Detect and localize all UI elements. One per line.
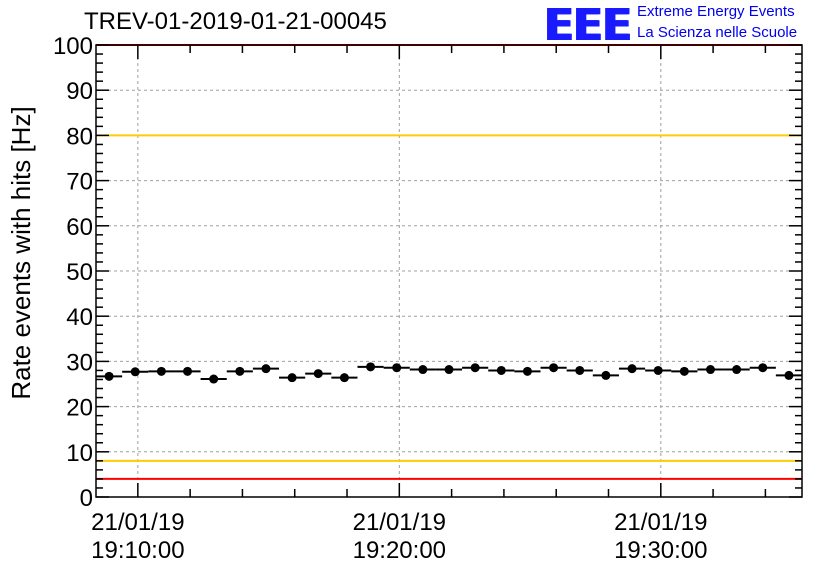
data-point xyxy=(627,364,637,374)
eee-logo: EEE xyxy=(544,0,632,51)
x-tick-time-label: 19:10:00 xyxy=(91,537,184,564)
data-point xyxy=(418,365,428,375)
y-tick-label: 10 xyxy=(66,440,93,467)
data-point xyxy=(496,365,506,375)
data-point xyxy=(705,365,715,375)
data-point xyxy=(784,370,794,380)
logo-subtitle-2: La Scienza nelle Scuole xyxy=(637,24,798,41)
chart-title: TREV-01-2019-01-21-00045 xyxy=(84,8,387,35)
x-tick-date-label: 21/01/19 xyxy=(91,509,184,536)
x-tick-time-label: 19:30:00 xyxy=(614,537,707,564)
data-point xyxy=(287,373,297,383)
x-tick-date-label: 21/01/19 xyxy=(353,509,446,536)
y-tick-label: 30 xyxy=(66,349,93,376)
data-point xyxy=(732,365,742,375)
data-point xyxy=(392,363,402,373)
data-point xyxy=(470,363,480,373)
data-point xyxy=(339,373,349,383)
logo-subtitle-1: Extreme Energy Events xyxy=(637,3,795,20)
y-tick-label: 60 xyxy=(66,214,93,241)
data-point xyxy=(549,363,559,373)
data-point xyxy=(653,365,663,375)
data-point xyxy=(209,374,219,384)
data-point xyxy=(758,363,768,373)
data-point xyxy=(522,366,532,376)
y-axis-label: Rate events with hits [Hz] xyxy=(6,106,36,399)
y-tick-label: 20 xyxy=(66,395,93,422)
data-point xyxy=(444,365,454,375)
data-point xyxy=(130,367,140,377)
y-tick-label: 40 xyxy=(66,304,93,331)
data-point xyxy=(104,371,114,381)
data-point xyxy=(679,366,689,376)
y-tick-label: 0 xyxy=(80,485,93,512)
y-tick-label: 80 xyxy=(66,123,93,150)
x-tick-time-label: 19:20:00 xyxy=(353,537,446,564)
y-tick-label: 50 xyxy=(66,259,93,286)
data-point xyxy=(575,365,585,375)
data-point xyxy=(235,366,245,376)
data-point xyxy=(261,364,271,374)
y-tick-label: 100 xyxy=(53,33,93,60)
data-point xyxy=(183,366,193,376)
data-point xyxy=(366,362,376,372)
data-point xyxy=(313,369,323,379)
data-point xyxy=(601,370,611,380)
y-tick-label: 70 xyxy=(66,169,93,196)
y-tick-label: 90 xyxy=(66,78,93,105)
data-point xyxy=(156,366,166,376)
x-tick-date-label: 21/01/19 xyxy=(614,509,707,536)
